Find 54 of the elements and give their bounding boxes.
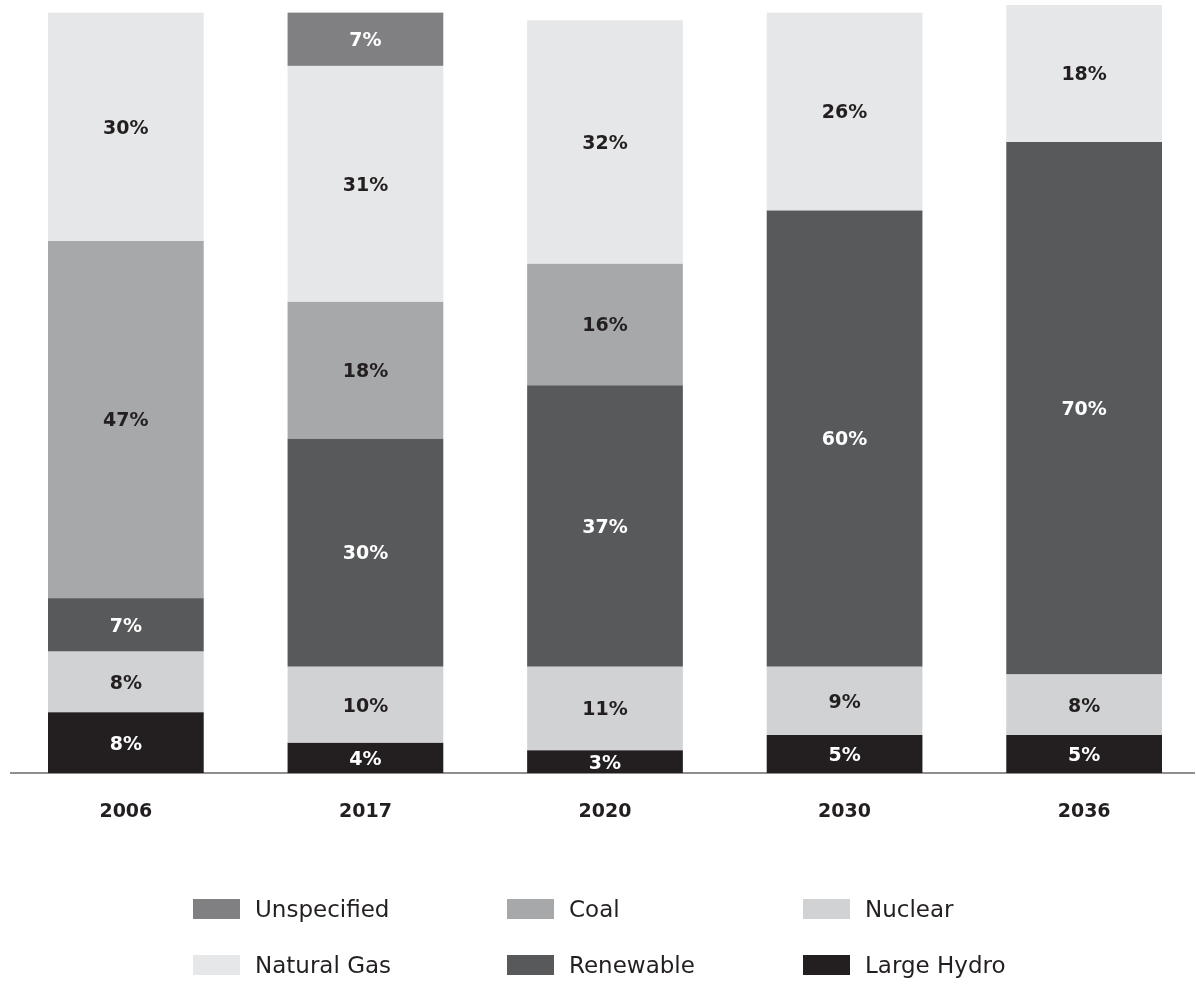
bar xyxy=(287,301,444,439)
data-label: 7% xyxy=(109,613,142,636)
bar xyxy=(766,12,923,211)
data-label: 9% xyxy=(828,689,861,712)
data-label: 30% xyxy=(103,115,149,138)
x-tick-label: 2036 xyxy=(1057,799,1111,821)
data-label: 30% xyxy=(342,541,389,564)
legend-label: Nuclear xyxy=(865,896,955,922)
data-label: 47% xyxy=(103,408,149,431)
bar xyxy=(48,12,204,241)
data-label: 18% xyxy=(1061,62,1107,85)
legend-label: Coal xyxy=(569,896,620,922)
data-label: 37% xyxy=(582,514,628,537)
bar xyxy=(1006,674,1162,735)
legend-label: Large Hydro xyxy=(865,952,1006,978)
bar xyxy=(287,12,444,66)
data-label: 60% xyxy=(821,427,868,450)
data-label: 4% xyxy=(349,746,382,769)
bar xyxy=(766,666,923,735)
bar xyxy=(287,438,444,667)
bar xyxy=(48,651,204,713)
x-tick-label: 2020 xyxy=(578,799,632,821)
x-tick-label: 2006 xyxy=(99,799,153,821)
x-tick-label: 2030 xyxy=(818,799,872,821)
legend-label: Natural Gas xyxy=(255,952,392,978)
data-label: 31% xyxy=(342,172,389,195)
data-label: 3% xyxy=(588,750,622,773)
data-label: 5% xyxy=(1068,742,1101,765)
data-label: 26% xyxy=(821,100,868,123)
data-label: 16% xyxy=(582,313,628,336)
data-label: 11% xyxy=(582,697,628,720)
data-label: 70% xyxy=(1061,397,1107,420)
x-tick-label: 2017 xyxy=(338,799,392,821)
data-label: 8% xyxy=(1068,693,1101,716)
data-label: 8% xyxy=(109,731,142,754)
bar xyxy=(527,20,683,264)
bar xyxy=(287,666,444,743)
bar xyxy=(48,240,204,599)
data-label: 5% xyxy=(828,742,861,765)
bar xyxy=(48,598,204,652)
bar xyxy=(766,210,923,667)
legend-label: Renewable xyxy=(569,952,695,978)
bar xyxy=(527,666,683,751)
legend-label: Unspecified xyxy=(255,896,390,922)
data-label: 32% xyxy=(582,130,628,153)
data-label: 8% xyxy=(109,670,142,693)
bar xyxy=(1006,141,1162,675)
bar xyxy=(527,263,683,386)
data-label: 10% xyxy=(342,693,389,716)
data-label: 18% xyxy=(342,358,389,381)
bar xyxy=(1006,5,1162,142)
bar xyxy=(527,385,683,667)
bar xyxy=(287,65,444,302)
data-label: 7% xyxy=(349,28,382,51)
